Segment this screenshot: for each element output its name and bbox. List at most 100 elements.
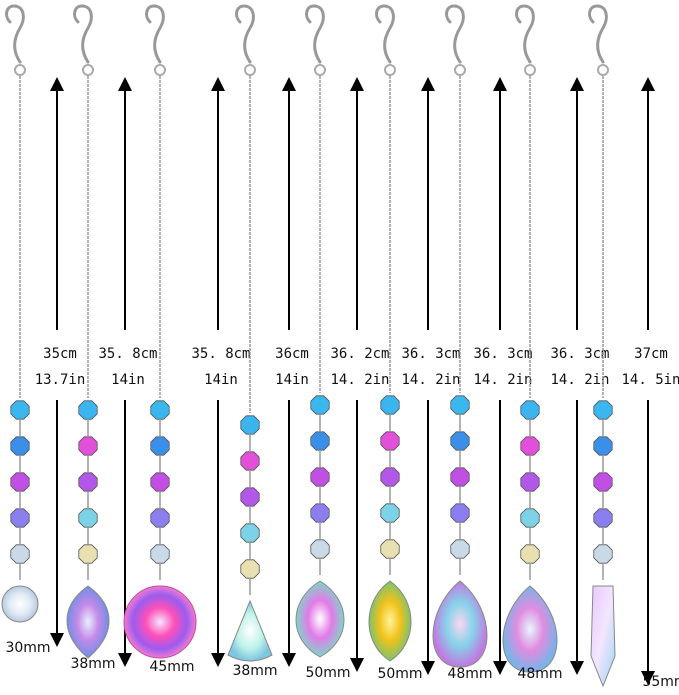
crystal-suncatcher — [502, 4, 558, 673]
pendant — [502, 585, 558, 673]
crystal-suncatcher — [66, 4, 110, 659]
octagon-bead — [240, 451, 260, 471]
octagon-bead — [240, 559, 260, 579]
octagon-bead — [150, 544, 170, 564]
crystal-suncatcher — [432, 4, 488, 668]
hook — [73, 4, 93, 64]
hook — [235, 4, 255, 64]
octagon-bead — [240, 523, 260, 543]
octagon-bead — [78, 400, 98, 420]
crystal-suncatcher — [227, 4, 273, 662]
pendant — [1, 585, 39, 623]
octagon-bead — [310, 395, 330, 415]
length-cm: 36. 3cm — [550, 346, 609, 362]
crystal-suncatcher — [295, 4, 345, 658]
pendant — [227, 599, 273, 662]
length-cm: 35. 8cm — [191, 346, 250, 362]
crystal-size: 50mm — [305, 665, 350, 681]
octagon-bead — [240, 487, 260, 507]
octagon-bead — [150, 508, 170, 528]
crystal-size: 45mm — [149, 659, 194, 675]
hook — [5, 4, 25, 64]
chain-ring — [14, 64, 26, 76]
crystal-size: 30mm — [5, 640, 50, 656]
pendant — [123, 585, 197, 659]
length-cm: 37cm — [634, 346, 668, 362]
chain-ring — [244, 64, 256, 76]
pendant — [368, 580, 412, 662]
length-in: 14. 2in — [330, 372, 389, 388]
octagon-bead — [520, 472, 540, 492]
octagon-bead — [78, 544, 98, 564]
octagon-bead — [240, 415, 260, 435]
crystal-suncatcher — [588, 4, 616, 688]
octagon-bead — [78, 436, 98, 456]
octagon-bead — [78, 472, 98, 492]
length-in: 13.7in — [35, 372, 86, 388]
crystal-size: 55mm — [642, 674, 679, 690]
crystal-size: 38mm — [232, 663, 277, 679]
length-in: 14in — [111, 372, 145, 388]
length-in: 14. 2in — [473, 372, 532, 388]
octagon-bead — [380, 539, 400, 559]
hook — [515, 4, 535, 64]
pendant — [295, 580, 345, 658]
octagon-bead — [593, 508, 613, 528]
octagon-bead — [10, 508, 30, 528]
crystal-suncatcher — [123, 4, 197, 659]
octagon-bead — [310, 431, 330, 451]
octagon-bead — [450, 431, 470, 451]
octagon-bead — [450, 467, 470, 487]
length-in: 14. 2in — [401, 372, 460, 388]
chain-ring — [314, 64, 326, 76]
length-in: 14. 2in — [550, 372, 609, 388]
chain-ring — [384, 64, 396, 76]
octagon-bead — [450, 503, 470, 523]
octagon-bead — [593, 436, 613, 456]
octagon-bead — [10, 544, 30, 564]
octagon-bead — [593, 472, 613, 492]
octagon-bead — [520, 544, 540, 564]
hook — [445, 4, 465, 64]
octagon-bead — [520, 400, 540, 420]
length-in: 14. 5in — [621, 372, 679, 388]
length-cm: 36. 2cm — [330, 346, 389, 362]
pendant — [66, 585, 110, 659]
octagon-bead — [450, 539, 470, 559]
hook — [588, 4, 608, 64]
octagon-bead — [380, 431, 400, 451]
chain-ring — [454, 64, 466, 76]
length-cm: 36. 3cm — [401, 346, 460, 362]
octagon-bead — [450, 395, 470, 415]
octagon-bead — [310, 503, 330, 523]
crystal-suncatcher — [1, 4, 39, 623]
pendant — [590, 585, 616, 688]
octagon-bead — [150, 472, 170, 492]
crystal-size: 38mm — [70, 656, 115, 672]
octagon-bead — [150, 400, 170, 420]
crystal-size: 48mm — [517, 666, 562, 682]
octagon-bead — [380, 395, 400, 415]
length-in: 14in — [275, 372, 309, 388]
hook — [375, 4, 395, 64]
octagon-bead — [10, 436, 30, 456]
octagon-bead — [150, 436, 170, 456]
octagon-bead — [593, 400, 613, 420]
octagon-bead — [520, 508, 540, 528]
length-cm: 35. 8cm — [98, 346, 157, 362]
octagon-bead — [593, 544, 613, 564]
octagon-bead — [520, 436, 540, 456]
length-cm: 36. 3cm — [473, 346, 532, 362]
pendant — [432, 580, 488, 668]
octagon-bead — [380, 503, 400, 523]
chain-ring — [597, 64, 609, 76]
crystal-suncatcher — [368, 4, 412, 662]
octagon-bead — [10, 472, 30, 492]
octagon-bead — [310, 539, 330, 559]
crystal-size: 48mm — [447, 666, 492, 682]
length-cm: 35cm — [43, 346, 77, 362]
length-in: 14in — [204, 372, 238, 388]
hook — [305, 4, 325, 64]
octagon-bead — [78, 508, 98, 528]
